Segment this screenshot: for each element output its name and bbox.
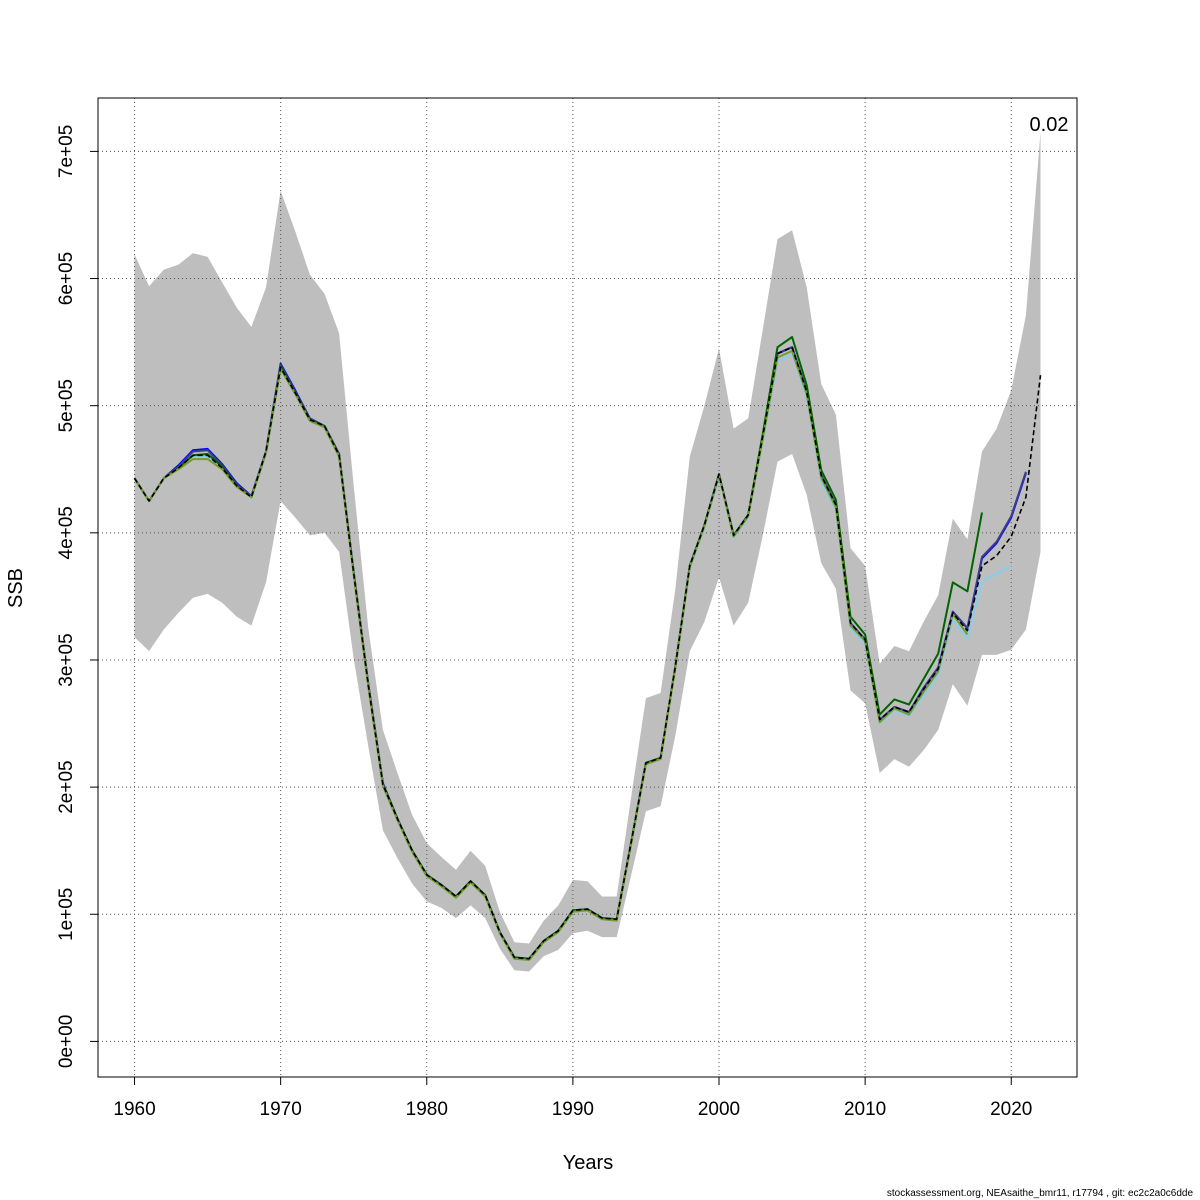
x-tick-label: 2020: [990, 1099, 1032, 1120]
y-tick-label: 5e+05: [56, 379, 77, 432]
confidence-band: [134, 132, 1041, 972]
x-tick-label: 1970: [260, 1099, 302, 1120]
x-tick-label: 1960: [113, 1099, 155, 1120]
y-tick-label: 2e+05: [56, 760, 77, 813]
y-tick-label: 4e+05: [56, 506, 77, 559]
y-axis-title: SSB: [5, 568, 27, 608]
y-tick-label: 0e+00: [56, 1015, 77, 1068]
y-tick-label: 7e+05: [56, 125, 77, 178]
footer-text: stockassessment.org, NEAsaithe_bmr11, r1…: [887, 1188, 1194, 1199]
y-tick-label: 6e+05: [56, 252, 77, 305]
x-axis-title: Years: [563, 1152, 613, 1174]
series-line-1: [133, 346, 1042, 960]
x-tick-label: 1990: [552, 1099, 594, 1120]
x-tick-label: 2000: [698, 1099, 740, 1120]
y-tick-label: 3e+05: [56, 633, 77, 686]
annotation-label: 0.02: [1030, 114, 1069, 136]
plot-frame: [97, 97, 1078, 1078]
x-tick-label: 1980: [406, 1099, 448, 1120]
x-tick-label: 2010: [844, 1099, 886, 1120]
y-tick-label: 1e+05: [56, 888, 77, 941]
